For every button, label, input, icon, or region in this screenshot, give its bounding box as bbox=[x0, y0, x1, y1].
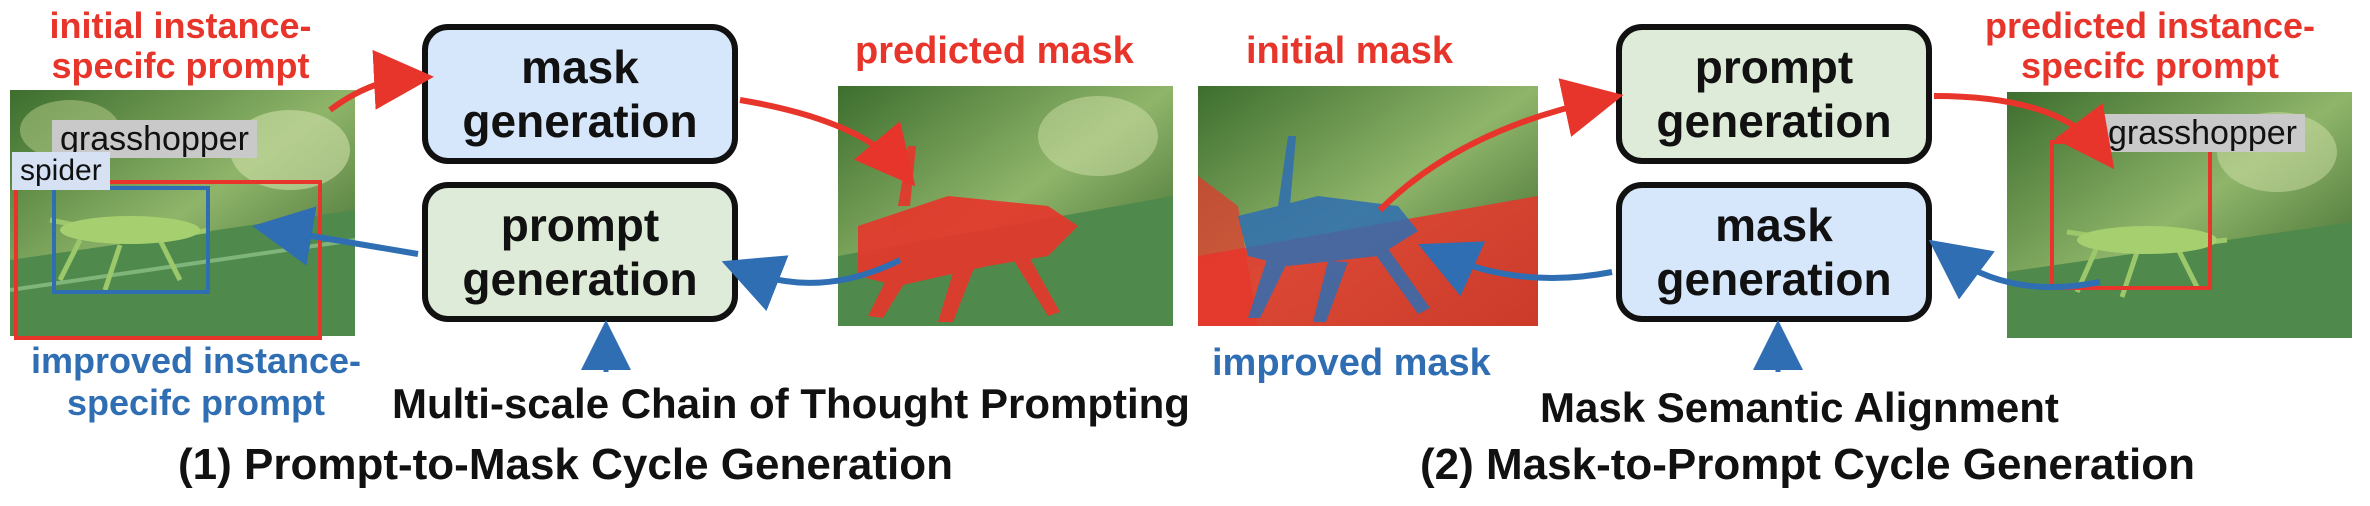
red-bounding-box bbox=[14, 180, 322, 340]
initial-mask-label: initial mask bbox=[1246, 30, 1453, 72]
mask-generation-box: mask generation bbox=[422, 24, 738, 164]
prompt-generation-box: prompt generation bbox=[422, 182, 738, 322]
improved-prompt-label: improved instance- specifc prompt bbox=[30, 340, 362, 423]
initial-prompt-label: initial instance- specifc prompt bbox=[49, 5, 312, 86]
predicted-mask-photo bbox=[838, 86, 1173, 326]
multi-scale-cot-label: Multi-scale Chain of Thought Prompting bbox=[392, 380, 1190, 427]
spider-tag: spider bbox=[12, 152, 110, 190]
improved-mask-label: improved mask bbox=[1212, 342, 1491, 384]
mask-semantic-alignment-label: Mask Semantic Alignment bbox=[1540, 384, 2059, 431]
panel2-caption: (2) Mask-to-Prompt Cycle Generation bbox=[1420, 440, 2196, 489]
grasshopper-tag-output: grasshopper bbox=[2100, 114, 2306, 152]
mask-generation-box-2: mask generation bbox=[1616, 182, 1932, 322]
predicted-prompt-label: predicted instance- specifc prompt bbox=[1984, 5, 2316, 86]
grasshopper-tag: grasshopper bbox=[52, 120, 258, 158]
blue-bounding-box bbox=[52, 186, 210, 294]
predicted-mask-label: predicted mask bbox=[855, 30, 1134, 72]
mask-overlay-blue bbox=[1238, 136, 1430, 322]
initial-mask-photo bbox=[1198, 86, 1538, 326]
red-bounding-box-output bbox=[2050, 140, 2212, 290]
prompt-generation-box-2: prompt generation bbox=[1616, 24, 1932, 164]
panel1-caption: (1) Prompt-to-Mask Cycle Generation bbox=[178, 440, 954, 489]
